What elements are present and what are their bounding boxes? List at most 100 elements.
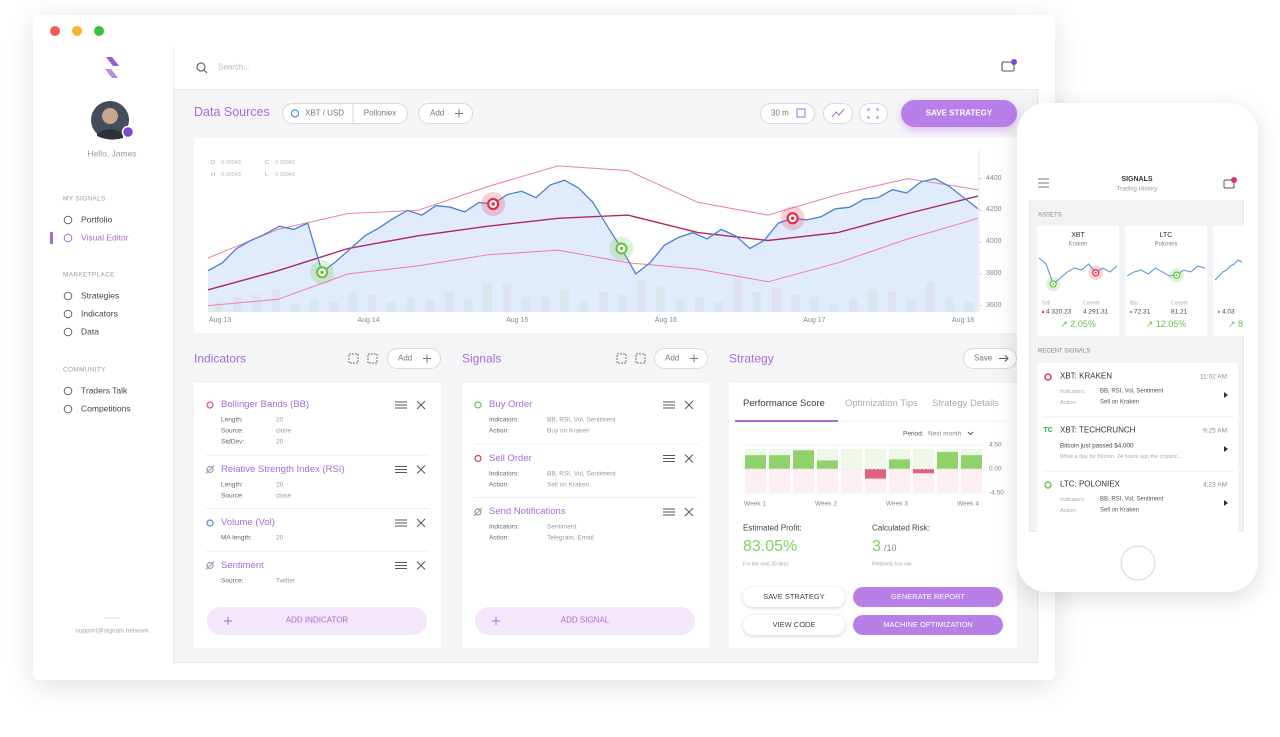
asset-card[interactable] <box>1213 226 1244 336</box>
add-pill[interactable] <box>387 348 441 369</box>
risk-note: Relatively low risk <box>872 561 912 568</box>
add-button[interactable] <box>475 607 695 635</box>
save-label: Save <box>974 353 993 363</box>
search-icon <box>196 62 206 72</box>
save-pill[interactable] <box>963 348 1017 369</box>
x-tick-label: Aug 17 <box>803 317 826 325</box>
chevron <box>1224 500 1228 506</box>
settings-icon <box>663 401 675 409</box>
item-icon <box>474 401 482 409</box>
price-line <box>207 177 979 275</box>
y-tick-label: 4.50 <box>989 441 1002 449</box>
nav-item[interactable]: Data <box>81 326 99 337</box>
ohlc-label: D <box>211 159 215 166</box>
signal-price: 4.03 <box>1222 308 1235 316</box>
price-label: Buy <box>1130 300 1139 307</box>
ohlc-value: 0.00042 <box>275 159 295 166</box>
column-bg-down <box>961 469 982 492</box>
fullscreen-pill[interactable] <box>859 103 888 124</box>
field-value: Sell on Kraken <box>1100 399 1140 406</box>
tab[interactable]: Optimization Tips <box>845 397 918 409</box>
x-tick-label: Aug 16 <box>654 317 677 325</box>
price-label: Sell <box>1042 300 1051 307</box>
field-value: Buy on Kraken <box>547 427 590 435</box>
tab[interactable]: Strategy Details <box>932 397 1000 409</box>
add-label: Add <box>665 353 680 363</box>
save-button[interactable] <box>901 100 1017 127</box>
item-name: Volume (Vol) <box>221 516 275 528</box>
field-label: Action: <box>489 480 509 488</box>
plus-icon <box>455 109 463 118</box>
action-button[interactable] <box>743 587 845 607</box>
item-icon <box>474 508 482 516</box>
price-dot <box>1041 310 1045 314</box>
tab[interactable]: Performance Score <box>743 397 825 409</box>
x-tick-label: Aug 14 <box>357 317 380 325</box>
item-icon-slash <box>205 465 215 474</box>
x-tick-label: Week 3 <box>886 499 908 507</box>
asset-card[interactable] <box>1037 226 1119 336</box>
risk-value: 3 <box>872 538 881 556</box>
item-icon <box>206 561 214 570</box>
exchange: Polloniex <box>363 108 397 118</box>
view-icon <box>616 353 627 364</box>
y-tick-label: 4200 <box>986 206 1002 214</box>
search-input[interactable]: Search... <box>218 62 251 72</box>
sparkline <box>1126 265 1206 277</box>
item-icon-slash <box>205 561 215 570</box>
column-bg-down <box>913 469 934 492</box>
phone-subtitle: Trading History <box>1116 186 1158 193</box>
add-label: Add <box>430 108 445 118</box>
x-tick-label: Aug 13 <box>208 317 232 325</box>
item-name: Buy Order <box>489 398 533 410</box>
performance-bar <box>889 459 910 469</box>
view-icon <box>635 353 646 364</box>
source-pill[interactable] <box>282 103 408 124</box>
menu-icon <box>1038 178 1049 188</box>
y-tick-label: 4400 <box>986 174 1002 182</box>
price-label: Current <box>1171 300 1188 307</box>
nav-item[interactable]: Strategies <box>81 290 120 301</box>
add-pill[interactable] <box>654 348 708 369</box>
signal-price: 4 320.23 <box>1046 308 1072 316</box>
nav-item[interactable]: Traders Talk <box>81 385 128 396</box>
asset-card[interactable] <box>1125 226 1207 336</box>
nav-item[interactable]: Portfolio <box>81 214 113 225</box>
column-bg-down <box>937 469 958 492</box>
action-button[interactable] <box>853 615 1003 635</box>
item-name: Sentiment <box>221 559 264 571</box>
expand-icon <box>867 108 879 119</box>
nav-item[interactable]: Visual Editor <box>81 232 129 243</box>
plus-icon <box>423 354 431 363</box>
add-button[interactable] <box>207 607 427 635</box>
section-title: COMMUNITY <box>63 366 106 374</box>
nav-item[interactable]: Indicators <box>81 308 118 319</box>
interval-pill[interactable] <box>760 103 815 124</box>
y-tick-label: 3800 <box>986 270 1002 278</box>
field-value: 20 <box>276 416 284 424</box>
ohlc-label: H <box>211 171 215 178</box>
avatar-badge <box>121 125 135 139</box>
save-label: SAVE STRATEGY <box>925 108 993 118</box>
current-price: 4 291.31 <box>1083 308 1109 316</box>
plus-icon <box>492 617 500 625</box>
add-pill[interactable] <box>418 103 473 124</box>
asset-exchange: Poloniex <box>1154 241 1178 248</box>
settings-icon <box>395 401 407 409</box>
field-value: Sell on Kraken <box>547 480 590 488</box>
risk-max: /10 <box>884 543 897 554</box>
close-icon <box>684 400 694 410</box>
action-button[interactable] <box>853 587 1003 607</box>
nav-icon <box>63 215 73 225</box>
column-bg-up <box>841 449 862 469</box>
field-value: BB, RSI, Vol, Sentiment <box>547 469 616 477</box>
nav-item[interactable]: Competitions <box>81 403 131 414</box>
field-value: 20 <box>276 534 284 542</box>
current-price: 81.21 <box>1171 308 1188 316</box>
x-tick-label: Week 1 <box>744 499 766 507</box>
x-tick-label: Week 4 <box>957 499 979 507</box>
nav-icon <box>63 233 73 243</box>
ohlc-label: L <box>265 171 269 178</box>
action-button[interactable] <box>743 615 845 635</box>
